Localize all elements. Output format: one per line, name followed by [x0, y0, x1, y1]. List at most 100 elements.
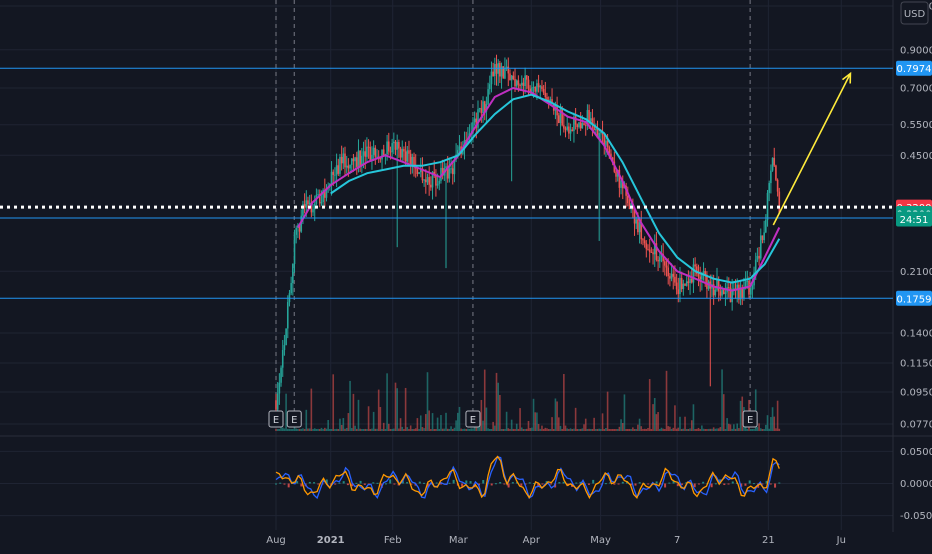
projection-arrow[interactable] — [772, 71, 852, 226]
candle-body — [758, 255, 760, 259]
volume-bar — [581, 428, 584, 431]
volume-bar — [468, 428, 471, 431]
volume-bar — [361, 428, 363, 431]
volume-bar — [460, 428, 462, 431]
candle-body — [675, 282, 678, 290]
volume-bar — [295, 428, 297, 431]
candle-body — [488, 84, 491, 90]
candle-body — [500, 66, 503, 77]
currency-badge[interactable]: USD — [900, 1, 929, 25]
volume-bar — [413, 428, 415, 431]
volume-bar — [531, 427, 533, 431]
volume-bar — [542, 428, 545, 431]
volume-bar — [630, 428, 632, 431]
candle-body — [563, 125, 565, 129]
candle-body — [519, 84, 521, 86]
oscillator-histogram-bar — [511, 482, 514, 484]
candle-body — [768, 183, 770, 193]
candle-body — [411, 156, 414, 166]
oscillator-histogram-bar — [507, 483, 510, 488]
candle-body — [318, 194, 321, 204]
volume-bar — [330, 428, 333, 431]
candle-body — [302, 204, 304, 216]
volume-bar — [281, 427, 284, 431]
price-tag-box — [896, 211, 932, 227]
oscillator-histogram-bar — [401, 481, 404, 484]
candle-body — [345, 165, 348, 168]
projection-arrowhead — [841, 71, 852, 84]
volume-bar — [293, 427, 296, 431]
oscillator-histogram-bar — [765, 480, 768, 484]
candle-body — [741, 287, 744, 299]
candle-body — [419, 168, 422, 173]
volume-bar — [719, 427, 722, 431]
candle-body — [536, 83, 538, 92]
volume-bar — [645, 428, 648, 431]
volume-bar — [324, 427, 326, 431]
candle-body — [487, 89, 489, 105]
candle-body — [285, 328, 287, 346]
volume-bar — [364, 428, 367, 431]
volume-bar — [419, 415, 422, 431]
volume-bar — [283, 428, 286, 431]
candle-body — [618, 169, 621, 188]
volume-bar — [588, 428, 590, 431]
y-tick-label: 0.4500 — [900, 151, 932, 162]
oscillator-histogram-bar — [532, 483, 535, 485]
volume-bar — [440, 415, 442, 431]
candle-body — [748, 281, 750, 295]
volume-bar — [472, 428, 474, 431]
candle-body — [435, 174, 437, 186]
volume-bar — [658, 429, 661, 431]
oscillator-histogram-bar — [389, 479, 392, 484]
oscillator-histogram-bar — [731, 481, 734, 484]
oscillator-histogram-bar — [397, 483, 400, 486]
oscillator-histogram-bar — [676, 483, 679, 487]
volume-bar — [359, 428, 361, 431]
volume-bar — [507, 428, 510, 431]
candle-body — [320, 202, 323, 204]
x-tick-label: 2021 — [317, 535, 345, 546]
horizontal-lines[interactable] — [0, 67, 893, 299]
volume-bar — [586, 428, 589, 431]
oscillator-pane — [275, 455, 781, 500]
time-axis[interactable]: Aug 2021 Feb Mar Apr May 7 21 Ju — [266, 535, 846, 546]
candle-body — [524, 75, 526, 87]
oscillator-histogram-bar — [748, 480, 751, 484]
volume-bar — [362, 428, 365, 431]
volume-bar — [404, 387, 407, 431]
earnings-marker-label: E — [747, 415, 753, 426]
volume-bar — [458, 406, 461, 431]
volume-bar — [499, 394, 501, 431]
candle-body — [689, 278, 691, 283]
volume-bar — [579, 428, 582, 431]
volume-bar — [399, 418, 402, 431]
oscillator-histogram-bar — [384, 483, 387, 485]
volume-bar — [596, 428, 599, 431]
oscillator-histogram-bar — [418, 481, 421, 484]
oscillator-histogram-bar — [774, 483, 777, 488]
candle-body — [399, 148, 402, 158]
candle-body — [702, 271, 705, 274]
candle-body — [357, 150, 360, 167]
candle-body — [621, 180, 624, 189]
candle-body — [418, 172, 420, 174]
volume-bar — [443, 428, 446, 431]
candle-body — [727, 287, 730, 289]
candle-body — [653, 243, 656, 255]
volume-bar — [595, 429, 597, 431]
volume-bar — [584, 418, 587, 431]
candle-body — [593, 124, 595, 131]
volume-bar — [541, 425, 543, 431]
candle-body — [541, 86, 543, 90]
candle-body — [436, 183, 439, 186]
candle-body — [680, 277, 683, 289]
candle-body — [367, 146, 370, 148]
earnings-marker-label: E — [291, 415, 297, 426]
candle-body — [716, 279, 718, 290]
volume-bar — [571, 428, 574, 431]
candle-body — [586, 110, 589, 126]
